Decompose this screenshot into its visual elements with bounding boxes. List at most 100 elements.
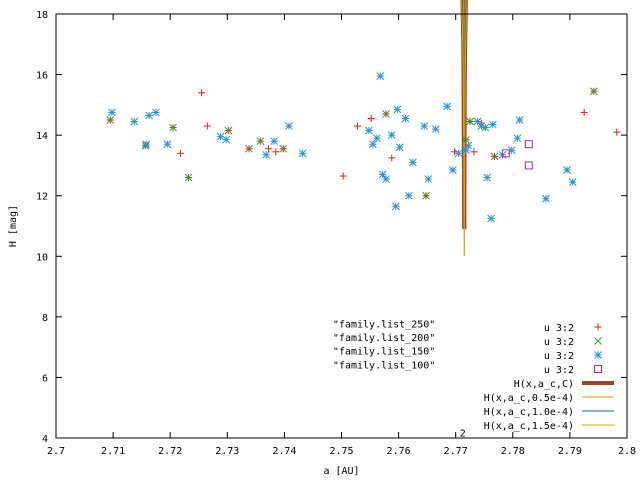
data-point-box	[594, 365, 602, 373]
data-point-star	[393, 105, 402, 114]
data-point-star	[594, 351, 602, 359]
x-tick-label: 2.75	[329, 446, 353, 457]
x-tick-label: 2.74	[272, 446, 296, 457]
data-point-star	[222, 135, 231, 144]
data-point-star	[481, 123, 490, 132]
data-point-star	[163, 140, 172, 149]
data-point-star	[409, 158, 417, 167]
data-point-star	[142, 140, 151, 149]
data-point-star	[373, 134, 381, 143]
data-point-star	[563, 166, 571, 174]
data-point-plus	[176, 149, 184, 157]
data-point-box	[524, 140, 533, 149]
data-point-star	[483, 173, 491, 182]
data-point-cross	[590, 87, 598, 96]
x-axis-label: a [AU]	[323, 466, 359, 477]
data-point-star	[424, 175, 433, 183]
data-point-star	[152, 108, 160, 117]
data-point-cross	[490, 152, 499, 161]
data-point-star	[464, 141, 473, 150]
data-point-star	[487, 214, 495, 223]
legend-label: u 3:2	[544, 365, 574, 376]
data-point-plus	[470, 148, 478, 156]
data-point-star	[513, 134, 522, 143]
data-point-plus	[203, 122, 211, 130]
legend-label: H(x,a_c,1.0e-4)	[484, 407, 574, 418]
axis-ticks: 2.7 2.71 2.72 2.73 2.74 2.75 2.76 2.77 2.78 2.79 2…	[36, 10, 636, 457]
data-point-cross	[466, 117, 474, 126]
data-point-plus	[613, 128, 621, 136]
data-point-cross	[462, 135, 470, 144]
data-point-star	[420, 122, 429, 130]
legend: u 3:2 u 3:2 u 3:2 u 3:2 H(x,a_c,C) H(x,a_c,0.…	[484, 323, 614, 432]
x-tick-label: 2.71	[101, 446, 125, 457]
data-point-plus	[353, 122, 361, 130]
x-tick-label: 2.78	[501, 446, 525, 457]
data-point-cross	[169, 123, 177, 132]
data-point-star	[108, 108, 116, 117]
data-point-star	[391, 202, 400, 211]
legend-label: u 3:2	[544, 337, 574, 348]
data-point-star	[542, 194, 550, 203]
annotations: "family.list_250" "family.list_200" "famil…	[333, 319, 466, 439]
data-point-cross	[594, 337, 602, 345]
point-layer	[106, 72, 621, 223]
legend-label: u 3:2	[544, 323, 574, 334]
data-point-star	[568, 178, 577, 186]
annotation-text: "family.list_250"	[333, 319, 435, 330]
data-point-plus	[272, 148, 280, 156]
data-point-plus	[594, 323, 602, 331]
data-point-plus	[264, 145, 272, 153]
data-point-plus	[339, 172, 347, 180]
data-point-star	[262, 150, 270, 159]
data-point-cross	[106, 116, 115, 124]
data-point-star	[454, 149, 463, 158]
x-tick-label: 2.79	[558, 446, 582, 457]
y-tick-label: 8	[42, 313, 48, 324]
data-point-cross	[141, 141, 150, 150]
legend-label: u 3:2	[544, 351, 574, 362]
data-point-cross	[245, 144, 253, 153]
data-point-cross	[422, 191, 430, 200]
data-point-star	[376, 72, 385, 80]
data-point-star	[405, 191, 413, 200]
data-point-star	[395, 143, 404, 152]
y-tick-label: 6	[42, 373, 48, 384]
data-point-cross	[184, 173, 193, 182]
data-point-star	[369, 140, 377, 149]
y-tick-label: 18	[36, 10, 48, 21]
data-point-cross	[279, 144, 288, 153]
data-point-star	[443, 102, 451, 111]
legend-label: H(x,a_c,1.5e-4)	[484, 421, 574, 432]
annotation-text: "family.list_150"	[333, 347, 435, 358]
data-point-cross	[224, 126, 233, 135]
x-tick-label: 2.8	[618, 446, 636, 457]
data-point-star	[488, 120, 497, 129]
data-point-plus	[388, 154, 396, 162]
legend-label: H(x,a_c,C)	[514, 379, 574, 390]
data-point-cross	[256, 137, 265, 146]
data-point-star	[515, 116, 524, 124]
x-tick-label: 2.7	[47, 446, 65, 457]
y-tick-label: 16	[36, 71, 48, 82]
y-tick-label: 12	[36, 192, 48, 203]
data-point-star	[431, 125, 440, 133]
data-point-star	[448, 166, 457, 174]
annotation-text: 2	[460, 428, 466, 439]
data-point-star	[285, 122, 293, 130]
data-point-star	[270, 137, 278, 146]
data-point-star	[130, 117, 139, 126]
data-point-star	[382, 175, 390, 183]
data-point-star	[298, 149, 307, 158]
y-tick-label: 10	[36, 252, 48, 263]
x-tick-label: 2.72	[158, 446, 182, 457]
data-point-star	[378, 170, 387, 179]
data-point-star	[387, 131, 396, 139]
annotation-text: "family.list_200"	[333, 333, 435, 344]
x-tick-label: 2.77	[444, 446, 468, 457]
data-point-plus	[367, 114, 375, 122]
data-point-box	[524, 161, 533, 170]
data-point-star	[365, 126, 373, 135]
data-point-star	[145, 111, 153, 120]
